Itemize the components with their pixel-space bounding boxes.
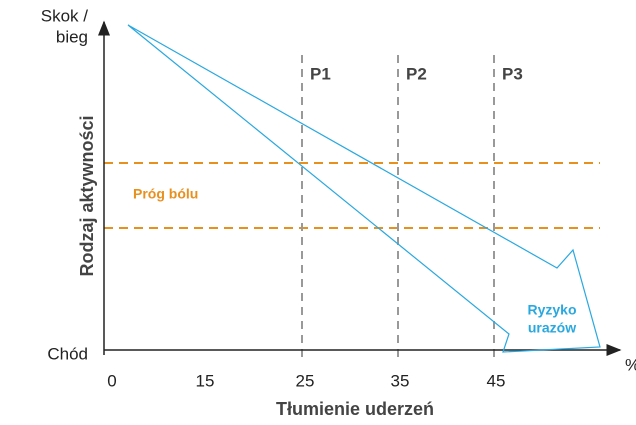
zone-label: P1 xyxy=(310,64,331,83)
y-axis-title: Rodzaj aktywności xyxy=(77,115,97,276)
y-top-label: Skok / xyxy=(41,6,89,25)
zone-label: P3 xyxy=(502,64,523,83)
x-tick-label: 15 xyxy=(196,371,215,390)
arrow-label: urazów xyxy=(528,320,576,336)
x-tick-label: 35 xyxy=(391,371,410,390)
arrow-label: Ryzyko xyxy=(527,302,576,318)
y-bottom-label: Chód xyxy=(47,344,88,363)
zone-label: P2 xyxy=(406,64,427,83)
x-tick-label: 25 xyxy=(296,371,315,390)
threshold-label: Próg bólu xyxy=(133,186,198,202)
risk-arrow xyxy=(127,24,601,353)
x-tick-label: 0 xyxy=(107,371,116,390)
x-tick-label: 45 xyxy=(487,371,506,390)
x-axis-title: Tłumienie uderzeń xyxy=(276,399,434,419)
y-top-label: bieg xyxy=(56,27,88,46)
x-unit: % xyxy=(625,355,636,374)
